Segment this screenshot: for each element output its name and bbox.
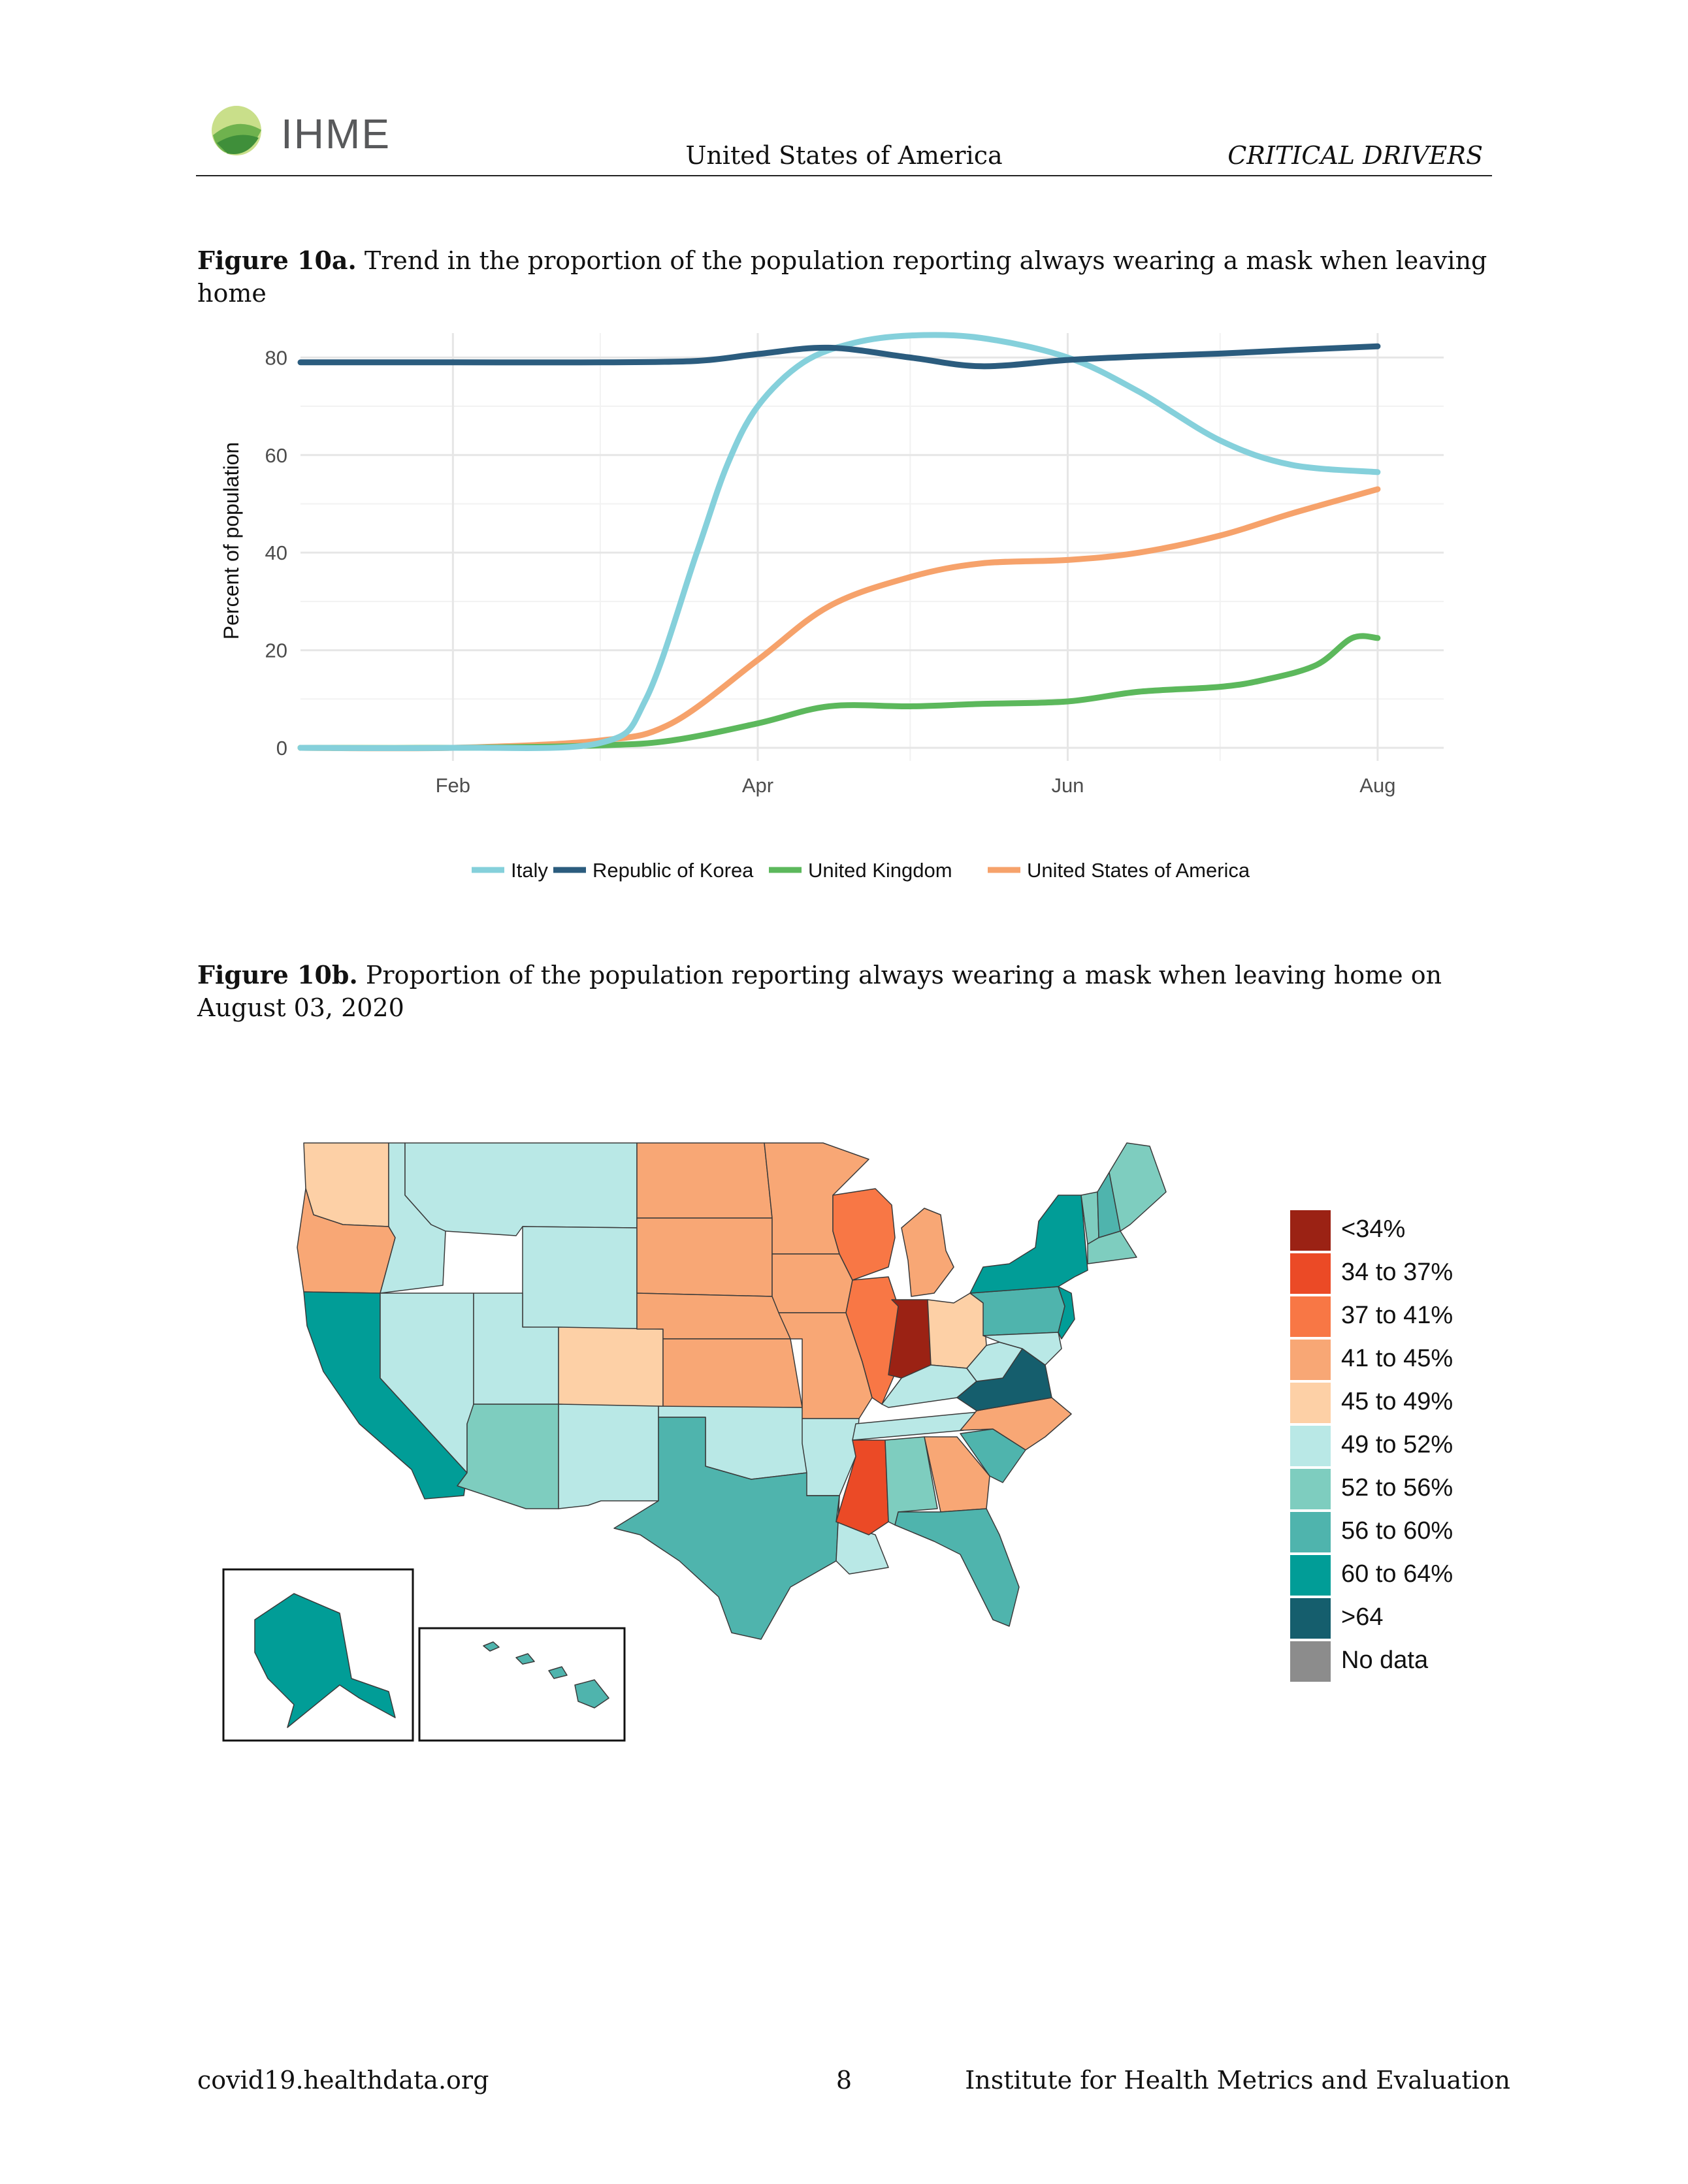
y-tick-label: 20 bbox=[265, 639, 287, 662]
legend-swatch bbox=[1290, 1555, 1331, 1596]
legend-swatch bbox=[1290, 1383, 1331, 1423]
figure-label: Figure 10a. bbox=[197, 246, 357, 275]
legend-label: 45 to 49% bbox=[1341, 1388, 1453, 1415]
legend-label: Italy bbox=[511, 859, 548, 882]
state-new-york bbox=[969, 1195, 1088, 1294]
y-tick-label: 80 bbox=[265, 346, 287, 369]
y-axis-ticks: 0 20 40 60 80 bbox=[265, 346, 287, 760]
legend-label: <34% bbox=[1341, 1215, 1406, 1243]
state-texas bbox=[613, 1417, 840, 1640]
legend-item: Italy bbox=[472, 859, 548, 882]
legend-label: >64 bbox=[1341, 1603, 1384, 1631]
state-wisconsin bbox=[832, 1188, 896, 1281]
figure-caption-10a: Figure 10a. Trend in the proportion of t… bbox=[197, 244, 1497, 310]
state-pennsylvania bbox=[969, 1286, 1065, 1336]
state-colorado bbox=[558, 1326, 664, 1408]
legend-swatch bbox=[1290, 1598, 1331, 1639]
legend-label: 41 to 45% bbox=[1341, 1345, 1453, 1372]
chart-legend: Italy Republic of Korea United Kingdom Unit… bbox=[472, 859, 1250, 882]
figure-text: Proportion of the population reporting a… bbox=[197, 961, 1442, 1022]
legend-label: 52 to 56% bbox=[1341, 1474, 1453, 1502]
legend-item: Republic of Korea bbox=[553, 859, 754, 882]
legend-item: United States of America bbox=[988, 859, 1250, 882]
state-montana bbox=[404, 1142, 638, 1236]
state-iowa bbox=[771, 1253, 853, 1313]
legend-label: 56 to 60% bbox=[1341, 1517, 1453, 1545]
chart-grid bbox=[300, 333, 1444, 761]
legend-label: 34 to 37% bbox=[1341, 1259, 1453, 1286]
series-line-republic-of-korea bbox=[297, 343, 1381, 370]
state-washington bbox=[303, 1142, 389, 1227]
state-new-jersey bbox=[1058, 1286, 1075, 1340]
legend-label: 60 to 64% bbox=[1341, 1560, 1453, 1588]
series-lines bbox=[297, 332, 1381, 752]
legend-swatch bbox=[1290, 1512, 1331, 1552]
y-tick-label: 60 bbox=[265, 444, 287, 467]
header-divider bbox=[196, 175, 1492, 176]
series-line-united-states-of-america bbox=[297, 486, 1381, 752]
state-florida bbox=[894, 1508, 1020, 1627]
state-new-mexico bbox=[558, 1404, 659, 1509]
header-section-title: CRITICAL DRIVERS bbox=[1227, 141, 1483, 170]
y-tick-label: 40 bbox=[265, 541, 287, 564]
figure-caption-10b: Figure 10b. Proportion of the population… bbox=[197, 959, 1497, 1024]
hawaii-inset-frame bbox=[418, 1627, 626, 1742]
state-regions bbox=[254, 1142, 1167, 1728]
legend-swatch bbox=[1290, 1210, 1331, 1251]
legend-swatch bbox=[1290, 1340, 1331, 1380]
figure-text: Trend in the proportion of the populatio… bbox=[197, 246, 1487, 308]
x-tick-label: Jun bbox=[1051, 774, 1084, 797]
footer-organization: Institute for Health Metrics and Evaluat… bbox=[965, 2066, 1510, 2095]
legend-label: 37 to 41% bbox=[1341, 1302, 1453, 1329]
ihme-logo-icon bbox=[212, 106, 261, 155]
state-massachusetts bbox=[1087, 1230, 1137, 1264]
figure-label: Figure 10b. bbox=[197, 960, 358, 989]
legend-label: 49 to 52% bbox=[1341, 1431, 1453, 1458]
x-tick-label: Apr bbox=[742, 774, 773, 797]
page-number: 8 bbox=[836, 2066, 852, 2095]
state-north-dakota bbox=[636, 1142, 773, 1219]
state-arizona bbox=[457, 1404, 559, 1509]
legend-swatch bbox=[1290, 1641, 1331, 1682]
state-alaska bbox=[254, 1593, 396, 1728]
logo-text: IHME bbox=[281, 110, 391, 157]
x-tick-label: Feb bbox=[436, 774, 470, 797]
state-wyoming bbox=[522, 1226, 638, 1330]
legend-item: United Kingdom bbox=[769, 859, 952, 882]
legend-swatch bbox=[1290, 1296, 1331, 1337]
state-maine bbox=[1109, 1142, 1167, 1232]
us-mask-usage-map bbox=[222, 1142, 1167, 1742]
legend-label: United Kingdom bbox=[808, 859, 952, 882]
state-south-dakota bbox=[636, 1217, 773, 1297]
state-south-carolina bbox=[960, 1428, 1026, 1483]
state-georgia bbox=[924, 1436, 990, 1513]
state-michigan bbox=[901, 1208, 954, 1297]
legend-swatch bbox=[1290, 1469, 1331, 1509]
x-axis-ticks: Feb Apr Jun Aug bbox=[436, 774, 1396, 797]
legend-label: United States of America bbox=[1027, 859, 1250, 882]
legend-label: Republic of Korea bbox=[592, 859, 754, 882]
y-axis-label: Percent of population bbox=[219, 442, 243, 639]
mask-trend-line-chart: 0 20 40 60 80 Feb Apr Jun Aug Percent of popula… bbox=[219, 332, 1444, 882]
alaska-inset-frame bbox=[222, 1568, 414, 1742]
state-kansas bbox=[662, 1338, 803, 1408]
legend-swatch bbox=[1290, 1253, 1331, 1294]
legend-label: No data bbox=[1341, 1646, 1429, 1674]
state-hawaii bbox=[483, 1641, 609, 1709]
series-line-united-kingdom bbox=[297, 633, 1381, 751]
footer-website: covid19.healthdata.org bbox=[197, 2066, 489, 2095]
y-tick-label: 0 bbox=[276, 737, 287, 760]
legend-swatch bbox=[1290, 1426, 1331, 1466]
state-maryland bbox=[982, 1332, 1062, 1366]
x-tick-label: Aug bbox=[1359, 774, 1395, 797]
series-line-italy bbox=[297, 332, 1381, 752]
header-country: United States of America bbox=[685, 141, 1003, 170]
